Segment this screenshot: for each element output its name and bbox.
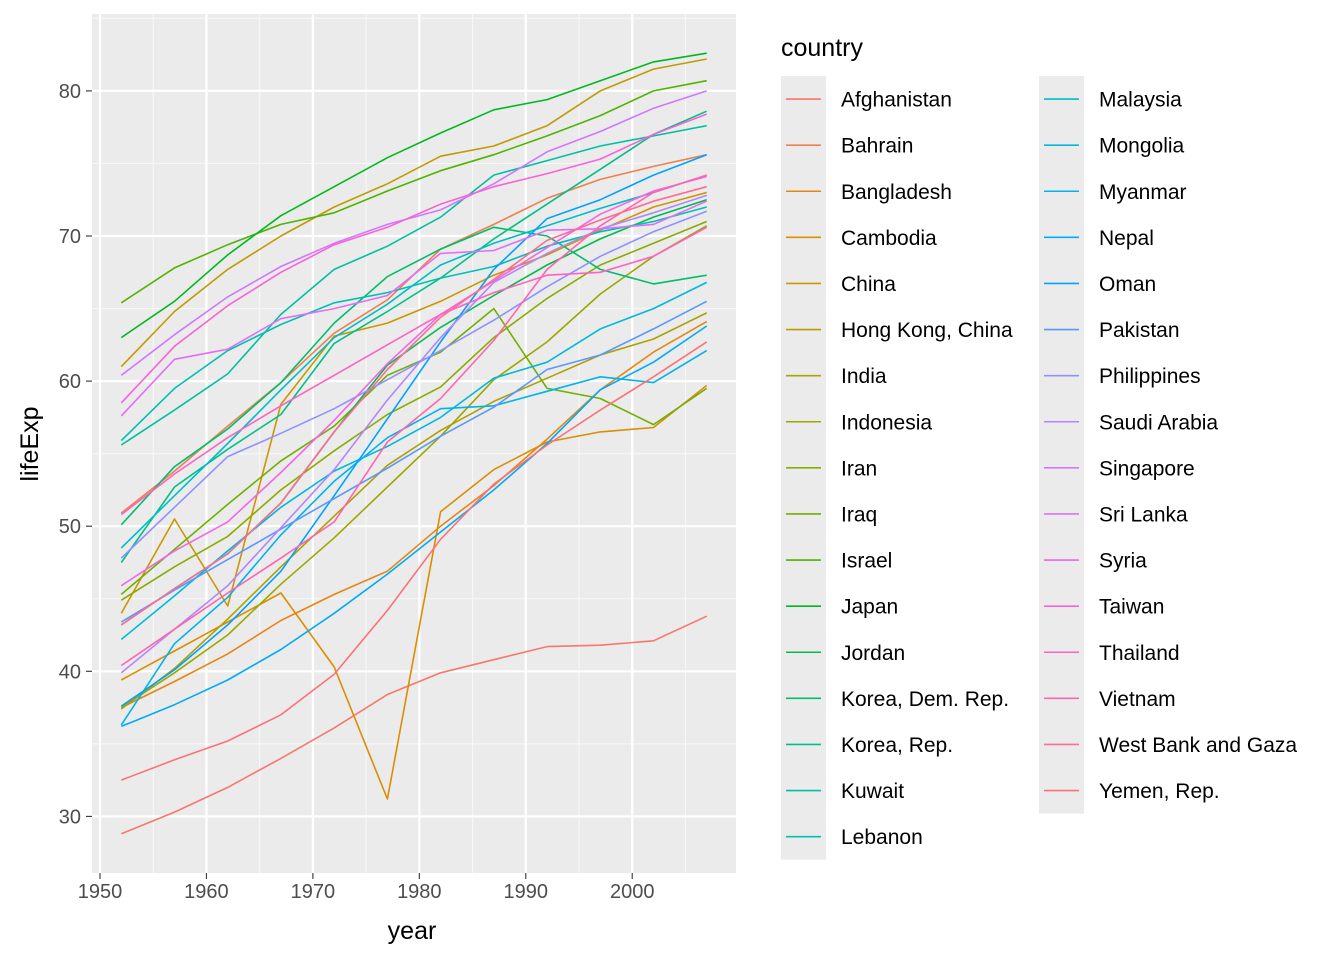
x-tick-label: 1970 (291, 881, 336, 903)
legend-label-singapore: Singapore (1099, 457, 1195, 480)
series-line-pakistan (120, 300, 708, 623)
legend-key-background (1039, 76, 1084, 814)
series-line-thailand (120, 226, 708, 516)
y-tick-label: 50 (59, 516, 81, 538)
legend-label-afghanistan: Afghanistan (841, 89, 952, 112)
legend-label-israel: Israel (841, 550, 892, 573)
legend-label-yemen-rep: Yemen, Rep. (1099, 780, 1220, 803)
legend-label-jordan: Jordan (841, 642, 905, 665)
series-line-vietnam (120, 174, 707, 667)
series-line-west-bank-and-gaza (120, 185, 707, 626)
legend-label-philippines: Philippines (1099, 365, 1201, 388)
y-tick-label: 70 (59, 226, 81, 248)
legend-label-hong-kong-china: Hong Kong, China (841, 319, 1013, 342)
series-line-oman (120, 153, 707, 707)
legend-label-bahrain: Bahrain (841, 135, 913, 158)
series-line-japan (120, 52, 707, 339)
y-tick-label: 40 (59, 661, 81, 683)
legend-label-japan: Japan (841, 596, 898, 619)
x-tick-label: 1980 (397, 881, 442, 903)
series-line-bangladesh (120, 320, 708, 709)
legend-label-thailand: Thailand (1099, 642, 1180, 665)
series-line-yemen-rep (121, 341, 708, 781)
legend-label-kuwait: Kuwait (841, 780, 904, 803)
legend-label-pakistan: Pakistan (1099, 319, 1180, 342)
legend-label-syria: Syria (1099, 550, 1147, 573)
series-line-india (120, 312, 708, 710)
legend-label-korea-dem-rep: Korea, Dem. Rep. (841, 688, 1009, 711)
series-line-israel (120, 79, 707, 304)
legend-label-korea-rep: Korea, Rep. (841, 734, 953, 757)
legend-label-saudi-arabia: Saudi Arabia (1099, 411, 1218, 434)
series-line-korea-rep (120, 110, 708, 563)
x-tick-label: 1960 (184, 881, 229, 903)
y-tick-label: 80 (59, 81, 81, 103)
y-axis: 30 40 50 60 70 80 (59, 81, 92, 828)
panel-background (92, 14, 736, 873)
y-tick-label: 60 (59, 371, 81, 393)
series-line-afghanistan (120, 615, 708, 835)
x-tick-label: 1990 (504, 881, 549, 903)
legend-label-india: India (841, 365, 887, 388)
legend-label-china: China (841, 273, 896, 296)
legend-label-myanmar: Myanmar (1099, 181, 1187, 204)
series-line-hong-kong-china (120, 58, 707, 368)
series-line-singapore (120, 90, 707, 376)
series-line-kuwait (120, 124, 707, 446)
series-line-nepal (120, 325, 708, 728)
series-line-saudi-arabia (120, 194, 707, 674)
series-line-myanmar (120, 349, 708, 726)
legend-label-nepal: Nepal (1099, 227, 1154, 250)
legend-label-iran: Iran (841, 457, 877, 480)
legend-label-malaysia: Malaysia (1099, 89, 1182, 112)
x-axis: 1950 1960 1970 1980 1990 2000 (78, 873, 655, 903)
legend-label-cambodia: Cambodia (841, 227, 937, 250)
legend-title: country (781, 34, 863, 62)
series-line-malaysia (120, 174, 707, 549)
legend-label-iraq: Iraq (841, 503, 877, 526)
series-line-sri-lanka (120, 200, 708, 417)
series-line-iraq (120, 307, 708, 596)
x-axis-title: year (388, 917, 437, 945)
legend-label-taiwan: Taiwan (1099, 596, 1164, 619)
series-line-mongolia (120, 281, 708, 641)
y-tick-label: 30 (59, 806, 81, 828)
series-line-philippines (120, 210, 707, 559)
series-line-korea-dem-rep (120, 226, 707, 526)
legend: country Afghanistan Bahrain Bangladesh Camb… (781, 34, 1297, 860)
legend-label-bangladesh: Bangladesh (841, 181, 952, 204)
plot-panel (92, 14, 736, 873)
legend-label-sri-lanka: Sri Lanka (1099, 503, 1188, 526)
legend-label-lebanon: Lebanon (841, 826, 923, 849)
legend-label-west-bank-and-gaza: West Bank and Gaza (1099, 734, 1297, 757)
series-line-syria (120, 175, 707, 587)
series-line-indonesia (120, 225, 708, 709)
legend-label-vietnam: Vietnam (1099, 688, 1176, 711)
series-line-taiwan (120, 113, 707, 404)
y-axis-title: lifeExp (16, 406, 44, 481)
legend-label-mongolia: Mongolia (1099, 135, 1185, 158)
x-tick-label: 2000 (610, 881, 655, 903)
legend-label-indonesia: Indonesia (841, 411, 932, 434)
legend-label-oman: Oman (1099, 273, 1156, 296)
x-tick-label: 1950 (78, 881, 123, 903)
series-line-iran (120, 220, 708, 601)
